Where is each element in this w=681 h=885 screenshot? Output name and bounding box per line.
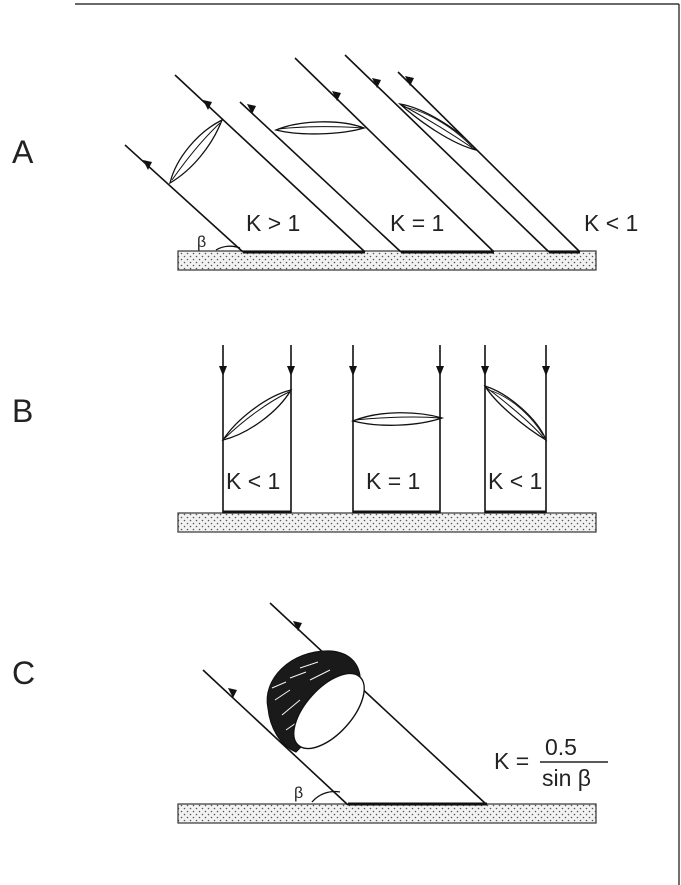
k-label-a2: K = 1	[390, 210, 444, 236]
leaf-inclined	[169, 118, 224, 185]
beta-angle-arc-icon	[311, 790, 341, 803]
ray-arrow-icon	[372, 78, 381, 88]
panel-b-case-3: K < 1	[481, 345, 550, 514]
k-label-b3: K < 1	[488, 468, 542, 494]
ray-arrow-icon	[332, 91, 341, 101]
k-formula: K = 0.5 sin β	[494, 734, 608, 791]
leaf-horizontal	[350, 412, 445, 426]
crown-cross-section	[293, 672, 365, 750]
beta-symbol: β	[197, 234, 206, 251]
leaf-steep	[397, 102, 478, 152]
panel-c: C β K = 0.5 sin β	[12, 602, 608, 824]
leaf-vein	[403, 106, 473, 148]
beta-angle-arc-icon	[215, 245, 241, 251]
ray-arrow-icon	[247, 104, 256, 114]
panel-a-case-k-equal-1: K = 1	[239, 57, 495, 254]
leaf-inclined	[221, 389, 293, 442]
panel-a-case-k-less-1: K < 1	[344, 54, 638, 254]
k-label-b2: K = 1	[366, 468, 420, 494]
panel-c-label: C	[12, 655, 35, 691]
ray-arrow-icon	[143, 160, 152, 170]
ray-arrow-icon	[436, 366, 444, 376]
leaf-steep	[483, 384, 548, 442]
panel-b-label: B	[12, 393, 33, 429]
panel-a-case-k-greater-1: β K > 1	[124, 74, 366, 254]
ray-arrow-icon	[287, 366, 295, 376]
formula-denominator: sin β	[542, 765, 591, 791]
ray-arrow-icon	[203, 100, 212, 110]
leaf-midrib	[401, 104, 475, 150]
panel-b-ground	[177, 512, 597, 533]
sun-ray	[397, 71, 581, 253]
sun-ray	[344, 54, 550, 253]
sun-ray	[239, 101, 402, 253]
ray-arrow-icon	[219, 366, 227, 376]
formula-numerator: 0.5	[545, 734, 577, 760]
ray-arrow-icon	[481, 366, 489, 376]
leaf-horizontal	[273, 121, 367, 135]
k-label-a3: K < 1	[584, 210, 638, 236]
sun-ray	[269, 602, 488, 806]
panel-b: B K < 1 K = 1	[12, 345, 597, 533]
leaf-midrib	[486, 387, 545, 439]
ray-arrow-icon	[405, 76, 414, 86]
sun-ray	[202, 669, 349, 806]
beta-symbol: β	[294, 785, 303, 802]
leaf-vein	[488, 389, 544, 436]
leaf-midrib	[171, 122, 221, 181]
figure-border	[75, 3, 680, 885]
panel-b-case-2: K = 1	[349, 345, 445, 514]
panel-a: A β K > 1 K = 1	[12, 54, 638, 271]
ray-arrow-icon	[293, 621, 302, 631]
leaf-midrib	[224, 391, 290, 439]
k-label-b1: K < 1	[226, 468, 280, 494]
formula-lhs: K =	[494, 748, 529, 774]
panel-b-case-1: K < 1	[219, 345, 295, 514]
k-label-a1: K > 1	[246, 210, 300, 236]
panel-c-ground	[177, 803, 597, 824]
leaf-midrib	[354, 416, 441, 421]
ray-arrow-icon	[349, 366, 357, 376]
sun-ray	[294, 57, 495, 253]
panel-a-label: A	[12, 134, 34, 170]
leaf-midrib	[277, 126, 363, 130]
ray-arrow-icon	[228, 688, 237, 698]
tree-crown	[266, 650, 365, 753]
ray-arrow-icon	[542, 366, 550, 376]
panel-a-ground	[177, 250, 597, 271]
